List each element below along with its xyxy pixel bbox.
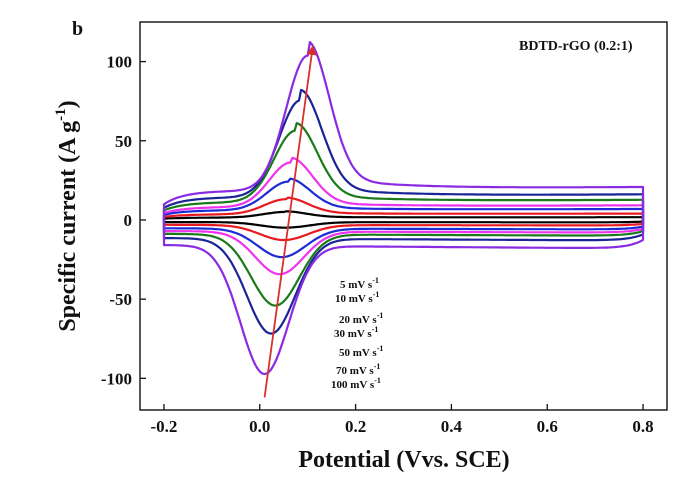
legend-label: 70 mV s-1	[336, 362, 380, 377]
legend-label: 5 mV s-1	[340, 276, 379, 291]
y-tick-label: 100	[107, 53, 133, 72]
plot-frame	[139, 21, 668, 411]
legend-label: 50 mV s-1	[339, 344, 383, 359]
panel-label: b	[72, 18, 83, 40]
y-axis-title: Specific current (A g-1)	[53, 100, 81, 331]
x-ticks: -0.2 0.0 0.2 0.4 0.6 0.8	[150, 404, 654, 436]
y-tick-label: 0	[124, 211, 133, 230]
x-tick-label: 0.6	[537, 417, 558, 436]
cv-curve-100-mv	[162, 41, 645, 376]
series-layer	[162, 41, 645, 376]
legend-label: 30 mV s-1	[334, 325, 378, 340]
x-tick-label: 0.4	[441, 417, 463, 436]
x-tick-label: -0.2	[150, 417, 177, 436]
legend-label: 20 mV s-1	[339, 311, 383, 326]
legend-label: 10 mV s-1	[335, 290, 379, 305]
y-tick-label: 50	[115, 132, 132, 151]
y-axis-title-sup: -1	[53, 108, 69, 121]
y-axis-title-main: Specific current (A g	[55, 121, 81, 332]
x-tick-label: 0.2	[345, 417, 366, 436]
scan-rate-trend-arrow	[263, 44, 317, 398]
legend-label: 100 mV s-1	[331, 376, 381, 391]
x-axis-title: Potential (Vvs. SCE)	[298, 447, 509, 473]
y-ticks: -100 -50 0 50 100	[101, 53, 146, 388]
legend-labels: 5 mV s-110 mV s-1 20 mV s-130 mV s-1 50 mV…	[331, 276, 383, 391]
sample-label: BDTD-rGO (0.2:1)	[519, 39, 633, 54]
x-tick-label: 0.0	[249, 417, 270, 436]
y-tick-label: -100	[101, 369, 132, 388]
cv-curve-70-mv	[162, 88, 645, 335]
y-tick-label: -50	[109, 290, 132, 309]
y-axis-title-close: )	[55, 100, 81, 108]
x-tick-label: 0.8	[632, 417, 653, 436]
